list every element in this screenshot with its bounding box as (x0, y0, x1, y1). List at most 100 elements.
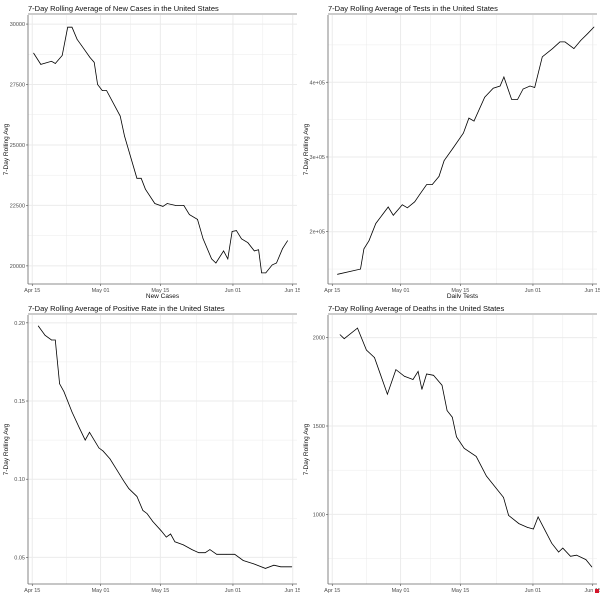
data-point (191, 549, 193, 550)
data-point (374, 357, 375, 358)
data-point (51, 339, 52, 341)
x-tick-label: May 15 (451, 588, 469, 594)
chart-title: 7-Day Rolling Average of Deaths in the U… (328, 304, 504, 313)
chart-title: 7-Day Rolling Average of New Cases in th… (28, 4, 219, 13)
data-point (529, 85, 531, 87)
data-point (236, 230, 237, 231)
data-point (204, 552, 206, 554)
data-point (570, 555, 571, 557)
data-point (231, 231, 233, 232)
data-point (276, 262, 277, 264)
x-tick-label: Jun 01 (525, 288, 542, 294)
data-point (463, 447, 465, 449)
data-point (189, 214, 190, 215)
data-point (242, 560, 244, 561)
data-point (407, 207, 408, 209)
data-point (183, 205, 185, 206)
data-point (71, 26, 73, 28)
data-point (282, 248, 283, 249)
data-point (473, 120, 475, 122)
data-point (119, 115, 121, 117)
y-tick-label: 3e+05 (310, 155, 325, 161)
data-point (433, 374, 434, 376)
data-point (534, 87, 535, 88)
y-tick-label: 0.15 (14, 399, 25, 405)
chart-svg: 2e+05 3e+05 4e+05 Apr 15 May 01 May 15 Jun 01 J… (303, 4, 600, 298)
data-point (78, 427, 80, 428)
x-axis-title: Daily Tests (447, 293, 479, 298)
x-tick-label: Jun 01 (225, 288, 242, 294)
data-point (44, 335, 46, 336)
data-point (558, 551, 559, 553)
x-tick-label: Apr 15 (324, 288, 340, 294)
chart-title: 7-Day Rolling Average of Positive Rate i… (28, 304, 225, 313)
data-point (576, 554, 577, 556)
data-point (484, 96, 486, 98)
data-point (140, 178, 142, 179)
data-point (101, 90, 103, 91)
y-tick-label: 2e+05 (310, 230, 325, 236)
data-point (84, 439, 86, 441)
data-point (223, 250, 224, 252)
data-point (441, 384, 443, 386)
data-point (357, 327, 358, 329)
y-tick-label: 0.05 (14, 555, 25, 561)
chart-tests: 2e+05 3e+05 4e+05 Apr 15 May 01 May 15 Jun 01 J… (300, 0, 600, 298)
data-point (451, 416, 453, 418)
y-tick-label: 2000 (313, 336, 325, 342)
data-point (271, 264, 273, 266)
data-point (401, 204, 403, 206)
y-axis-title: 7-Day Rolling Avg (303, 423, 310, 475)
data-point (61, 55, 63, 56)
data-point (591, 566, 593, 568)
data-point (551, 542, 553, 544)
data-point (81, 45, 82, 46)
data-point (116, 469, 118, 471)
y-tick-label: 27500 (10, 83, 25, 89)
x-tick-label: May 01 (92, 288, 110, 294)
data-point (366, 349, 367, 351)
data-point (431, 184, 433, 185)
data-point (404, 376, 405, 377)
data-point (166, 536, 167, 538)
data-point (456, 436, 457, 438)
data-point (559, 41, 561, 43)
data-point (123, 480, 124, 482)
data-point (387, 206, 389, 208)
data-point (106, 90, 107, 91)
data-point (142, 510, 144, 511)
data-point (527, 527, 528, 528)
data-point (59, 383, 60, 385)
data-point (542, 56, 543, 58)
data-point (247, 242, 249, 243)
data-point (145, 188, 146, 190)
data-point (387, 393, 388, 395)
data-point (211, 258, 212, 260)
data-point (446, 410, 448, 411)
data-point (175, 205, 176, 206)
data-point (419, 194, 421, 195)
data-point (136, 178, 138, 179)
data-point (128, 488, 130, 489)
data-point (241, 238, 242, 240)
y-tick-label: 20000 (10, 264, 25, 270)
y-tick-label: 25000 (10, 143, 25, 149)
x-tick-label: May 15 (151, 288, 169, 294)
data-point (109, 458, 111, 460)
data-point (273, 564, 275, 566)
y-tick-label: 0.10 (14, 477, 25, 483)
data-point (265, 272, 267, 274)
data-point (89, 57, 91, 58)
data-point (585, 559, 587, 560)
data-point (154, 203, 156, 204)
x-axis-title: New Cases (146, 293, 180, 298)
x-tick-label: May 01 (392, 588, 410, 594)
data-point (102, 450, 104, 452)
y-tick-label: 1000 (313, 512, 325, 518)
data-point (393, 214, 394, 216)
data-point (511, 99, 512, 100)
data-point (564, 41, 566, 43)
data-point (438, 176, 440, 177)
data-point (533, 528, 534, 530)
x-tick-label: Jun 01 (525, 588, 542, 594)
